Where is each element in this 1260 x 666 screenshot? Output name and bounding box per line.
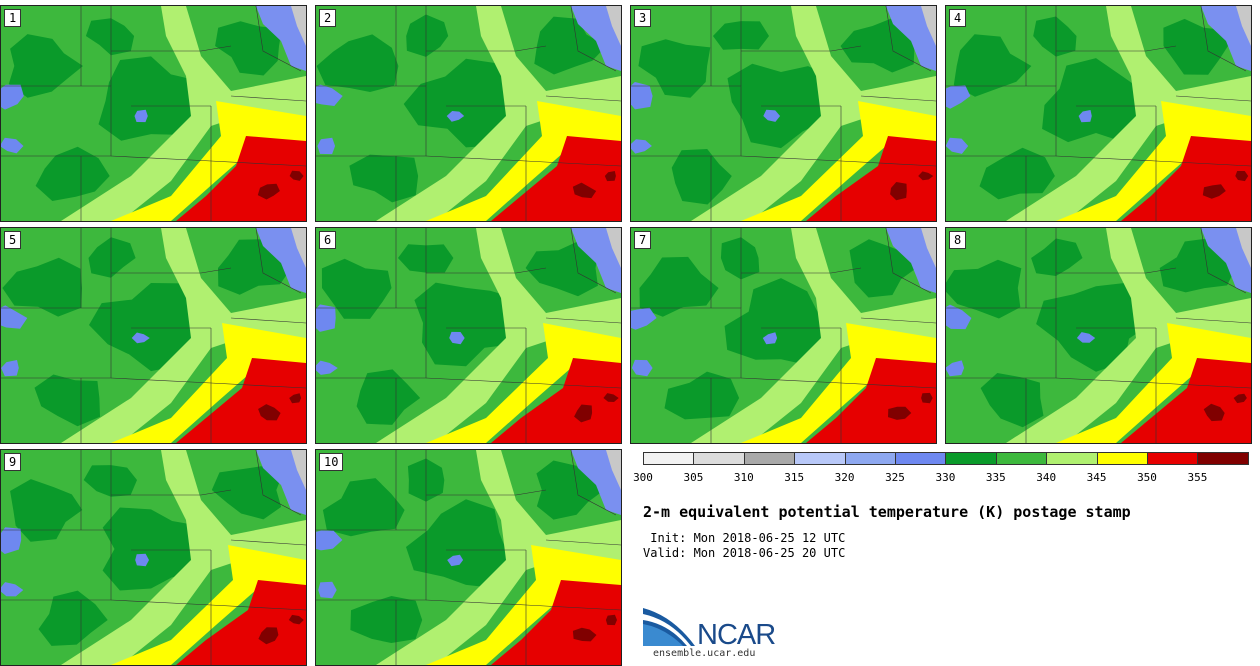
colorbar-swatch bbox=[1046, 452, 1098, 465]
member-panel: 4 bbox=[945, 5, 1252, 222]
colorbar-tick-label: 330 bbox=[935, 471, 956, 484]
member-label: 5 bbox=[4, 231, 22, 249]
member-panel: 3 bbox=[630, 5, 937, 222]
member-panel: 8 bbox=[945, 227, 1252, 444]
colorbar-swatch bbox=[743, 452, 796, 465]
logo-wordmark: NCAR bbox=[697, 619, 776, 651]
colorbar-swatch bbox=[794, 452, 846, 465]
member-panel: 10 bbox=[315, 449, 622, 666]
member-label: 7 bbox=[634, 231, 652, 249]
colorbar-tick-label: 335 bbox=[985, 471, 1006, 484]
colorbar-swatch bbox=[1197, 452, 1249, 465]
member-label: 4 bbox=[949, 9, 967, 27]
member-label: 9 bbox=[4, 453, 22, 471]
member-label: 3 bbox=[634, 9, 652, 27]
colorbar-tick-label: 305 bbox=[683, 471, 704, 484]
member-label: 2 bbox=[319, 9, 337, 27]
colorbar-swatch bbox=[1096, 452, 1148, 465]
member-panel: 2 bbox=[315, 5, 622, 222]
member-panel: 9 bbox=[0, 449, 307, 666]
member-label: 8 bbox=[949, 231, 967, 249]
member-panel: 1 bbox=[0, 5, 307, 222]
colorbar-swatch bbox=[844, 452, 896, 465]
colorbar-tick-label: 325 bbox=[885, 471, 905, 484]
colorbar-tick-label: 350 bbox=[1137, 471, 1157, 484]
member-panel: 6 bbox=[315, 227, 622, 444]
init-time: Init: Mon 2018-06-25 12 UTC bbox=[643, 531, 846, 545]
member-label: 10 bbox=[319, 453, 344, 471]
member-label: 6 bbox=[319, 231, 337, 249]
colorbar-swatch bbox=[693, 452, 745, 465]
member-panel: 7 bbox=[630, 227, 937, 444]
colorbar-tick-label: 355 bbox=[1187, 471, 1208, 484]
logo-url: ensemble.ucar.edu bbox=[653, 648, 756, 659]
colorbar-swatch bbox=[945, 452, 997, 465]
ncar-logo-icon bbox=[643, 608, 695, 646]
colorbar-tick-label: 310 bbox=[733, 471, 754, 484]
colorbar-tick-label: 300 bbox=[633, 471, 653, 484]
colorbar-swatch bbox=[643, 452, 695, 465]
colorbar-swatch bbox=[995, 452, 1048, 465]
colorbar-swatch bbox=[1147, 452, 1199, 465]
colorbar-swatch bbox=[895, 452, 947, 465]
valid-time: Valid: Mon 2018-06-25 20 UTC bbox=[643, 546, 846, 560]
colorbar-tick-label: 315 bbox=[784, 471, 805, 484]
member-panel: 5 bbox=[0, 227, 307, 444]
figure-title: 2-m equivalent potential temperature (K)… bbox=[643, 503, 1131, 521]
member-label: 1 bbox=[4, 9, 22, 27]
colorbar-tick-label: 340 bbox=[1036, 471, 1057, 484]
colorbar-tick-label: 320 bbox=[834, 471, 855, 484]
colorbar-tick-label: 345 bbox=[1086, 471, 1107, 484]
